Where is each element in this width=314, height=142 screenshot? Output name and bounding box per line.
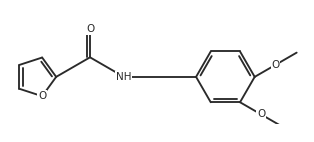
Text: O: O [86, 24, 94, 34]
Text: O: O [257, 109, 265, 119]
Text: NH: NH [116, 72, 132, 82]
Text: O: O [38, 91, 46, 101]
Text: O: O [272, 60, 280, 70]
